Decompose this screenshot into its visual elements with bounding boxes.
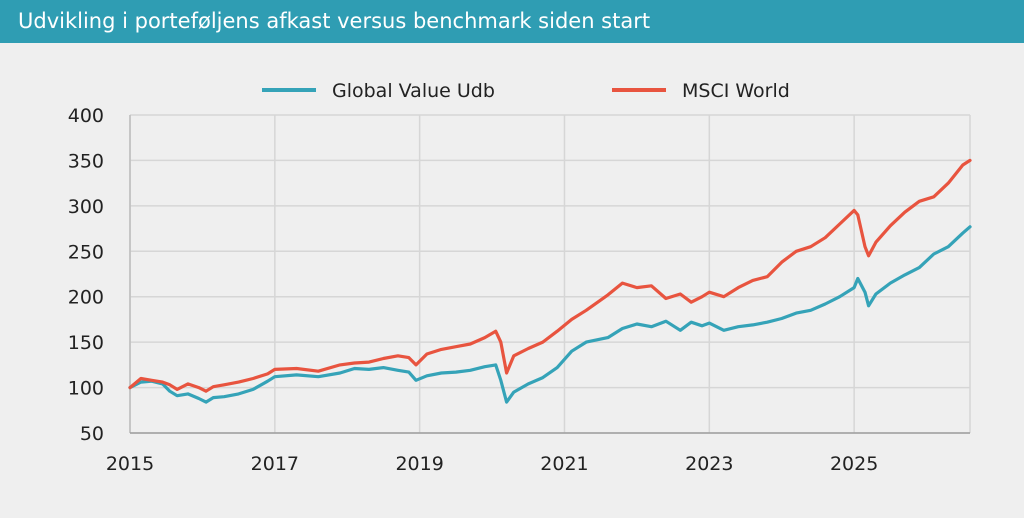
y-tick-label: 400 [68,105,104,127]
x-tick-label: 2023 [685,453,733,475]
y-tick-label: 100 [68,378,104,400]
x-tick-label: 2021 [540,453,588,475]
chart-series [128,158,972,404]
series-line-msci-world [128,158,972,393]
x-tick-label: 2025 [830,453,878,475]
x-tick-label: 2015 [106,453,154,475]
chart-title: Udvikling i porteføljens afkast versus b… [18,9,651,33]
legend-label-msci-world: MSCI World [682,80,790,102]
y-tick-label: 150 [68,332,104,354]
y-tick-label: 200 [68,287,104,309]
x-tick-label: 2019 [395,453,443,475]
chart-legend: Global Value Udb MSCI World [262,80,790,102]
y-tick-label: 350 [68,150,104,172]
chart-ticks: 50 100 150 200 250 300 350 400 2015 2017 2019 2021 2… [68,105,879,475]
chart-axes [129,115,970,434]
y-tick-label: 300 [68,196,104,218]
chart-grid [129,114,971,434]
y-tick-label: 50 [80,423,104,445]
legend-label-global-value-udb: Global Value Udb [332,80,495,102]
y-tick-label: 250 [68,241,104,263]
x-tick-label: 2017 [251,453,299,475]
series-line-global-value-udb [128,225,972,404]
chart-header: Udvikling i porteføljens afkast versus b… [0,0,1024,43]
